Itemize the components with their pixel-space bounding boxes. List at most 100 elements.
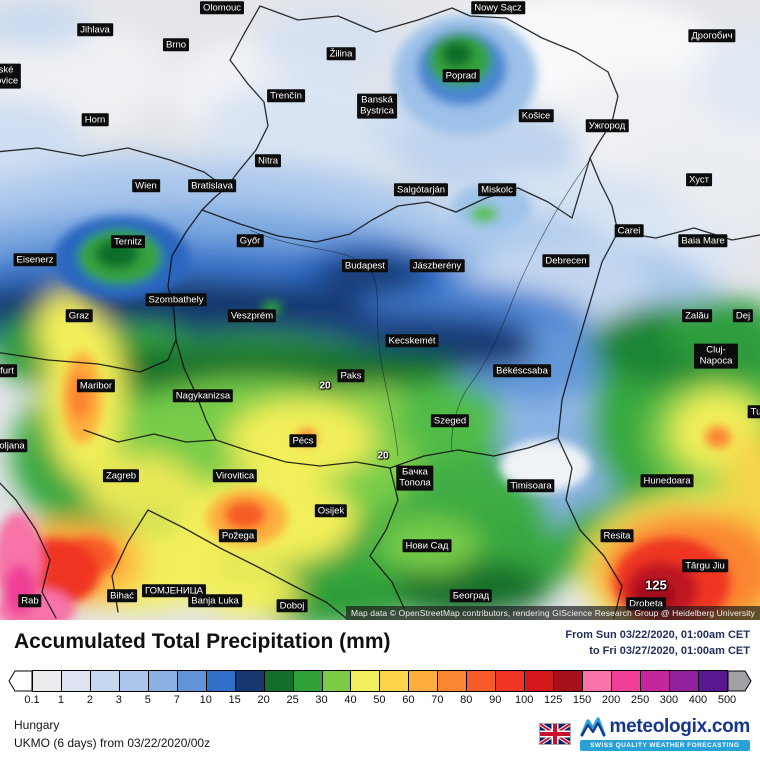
- scale-cell: 50: [373, 670, 410, 706]
- color-scale: 500 0.1 1 2 3 5: [8, 669, 752, 708]
- scale-cell: 10: [200, 670, 236, 706]
- scale-tick-label: 5: [144, 693, 151, 706]
- city-label: Miskolc: [478, 183, 516, 197]
- city-label: oljana: [0, 439, 28, 453]
- scale-tick-label: 300: [659, 693, 679, 706]
- city-label: Târgu Jiu: [682, 559, 728, 573]
- city-label: Poprad: [442, 69, 480, 83]
- city-label: Olomouc: [199, 1, 245, 15]
- scale-cell: 125: [544, 670, 584, 706]
- scale-cell: 40: [344, 670, 381, 706]
- scale-tick-label: 1: [57, 693, 65, 706]
- model-run-label: UKMO (6 days) from 03/22/2020/00z: [14, 736, 211, 751]
- scale-cell: 70: [431, 670, 468, 706]
- city-label: Kecskemét: [385, 334, 439, 348]
- scale-tick-label: 25: [286, 693, 299, 706]
- logo-text: meteologix.com: [609, 716, 751, 738]
- city-label: Jihlava: [77, 23, 113, 37]
- scale-tick-label: 15: [228, 693, 241, 706]
- city-label: Debrecen: [542, 254, 590, 268]
- map-attribution: Map data © OpenStreetMap contributors, r…: [346, 606, 760, 620]
- legend-panel: Accumulated Total Precipitation (mm) Fro…: [0, 620, 760, 760]
- model-info: Hungary UKMO (6 days) from 03/22/2020/00…: [14, 716, 210, 753]
- scale-tick-label: 150: [572, 693, 592, 706]
- scale-cell: 5: [145, 670, 178, 706]
- panel-title: Accumulated Total Precipitation (mm): [14, 630, 391, 653]
- scale-tick-label: 50: [373, 693, 386, 706]
- city-label: Szeged: [430, 414, 470, 428]
- scale-cell: 300: [660, 670, 699, 706]
- city-label: Нови Сад: [402, 539, 452, 553]
- city-label: Salgótarján: [393, 183, 449, 197]
- scale-tick-label: 0.1: [24, 693, 40, 706]
- city-label: Doboj: [276, 599, 308, 613]
- city-label: Carei: [614, 224, 644, 238]
- scale-cell: 400: [689, 670, 727, 706]
- scale-cell: 2: [87, 670, 120, 706]
- city-label: Cluj-Napoca: [694, 343, 738, 369]
- city-label: Бачка Топола: [396, 465, 434, 491]
- city-label: ské jovice: [0, 63, 22, 89]
- scale-tick-label: 10: [199, 693, 212, 706]
- meteologix-icon: [579, 717, 606, 737]
- city-label: Zalău: [682, 309, 712, 323]
- city-label: furt: [0, 364, 17, 378]
- city-label: Horn: [81, 113, 109, 127]
- meteologix-logo[interactable]: meteologix.com SWISS QUALITY WEATHER FOR…: [579, 716, 751, 752]
- city-label: Tu: [747, 405, 760, 419]
- scale-tick-label: 125: [543, 693, 563, 706]
- scale-cell: 25: [286, 670, 323, 706]
- logo-tagline: SWISS QUALITY WEATHER FORECASTING: [579, 740, 750, 752]
- scale-cell: 90: [489, 670, 526, 706]
- scale-cells: 500 0.1 1 2 3 5: [24, 669, 736, 706]
- city-label: Nowy Sącz: [471, 1, 525, 15]
- scale-cell: 60: [402, 670, 439, 706]
- scale-cell: 200: [602, 670, 642, 706]
- scale-cell: 80: [460, 670, 497, 706]
- precipitation-map[interactable]: Olomouc Nowy Sącz Jihlava Дрогобич Brno …: [0, 0, 760, 620]
- city-label: Hunedoara: [640, 474, 694, 488]
- city-label: Banja Luka: [188, 594, 242, 608]
- city-label: Bratislava: [188, 179, 236, 193]
- city-label: Wien: [132, 179, 160, 193]
- scale-cell: 150: [573, 670, 613, 706]
- city-label: Osijek: [314, 504, 348, 518]
- city-label: Paks: [337, 369, 365, 383]
- city-label: Rab: [18, 594, 42, 608]
- city-label: Veszprém: [227, 309, 277, 323]
- city-label: Maribor: [76, 379, 116, 393]
- scale-cell: 250: [631, 670, 670, 706]
- city-label: Žilina: [326, 47, 356, 61]
- city-label: Budapest: [341, 259, 389, 273]
- region-label: Hungary: [14, 717, 60, 732]
- scale-cell: 0.1: [24, 670, 62, 706]
- scale-cell: 15: [229, 670, 265, 706]
- scale-arrow-left-icon: [8, 670, 32, 692]
- contour-value-label: 125: [645, 577, 667, 593]
- scale-cell: 3: [116, 670, 149, 706]
- scale-tick-label: 3: [115, 693, 122, 706]
- city-label: Pécs: [289, 434, 317, 448]
- city-label: Baia Mare: [678, 234, 728, 248]
- city-label: Bihać: [107, 589, 137, 603]
- scale-cell: 20: [258, 670, 294, 706]
- contour-value-label: 20: [319, 380, 331, 392]
- scale-cell: 100: [515, 670, 555, 706]
- scale-tick-label: 250: [630, 693, 650, 706]
- city-label: Nitra: [254, 154, 282, 168]
- city-label: Banská Bystrica: [357, 93, 397, 119]
- scale-tick-label: 70: [431, 693, 444, 706]
- city-label: Zagreb: [102, 469, 140, 483]
- scale-tick-label: 500: [717, 693, 737, 706]
- scale-tick-label: 20: [257, 693, 270, 706]
- scale-tick-label: 80: [460, 693, 473, 706]
- period-from: From Sun 03/22/2020, 01:00am CET: [565, 629, 750, 641]
- city-label: Nagykanizsa: [172, 389, 234, 403]
- city-label: Resita: [600, 529, 634, 543]
- scale-tick-label: 200: [601, 693, 621, 706]
- uk-flag-icon[interactable]: [538, 722, 571, 745]
- scale-tick-label: 400: [688, 693, 708, 706]
- city-label: Graz: [65, 309, 93, 323]
- scale-tick-label: 100: [515, 693, 534, 706]
- city-label: Békéscsaba: [493, 364, 551, 378]
